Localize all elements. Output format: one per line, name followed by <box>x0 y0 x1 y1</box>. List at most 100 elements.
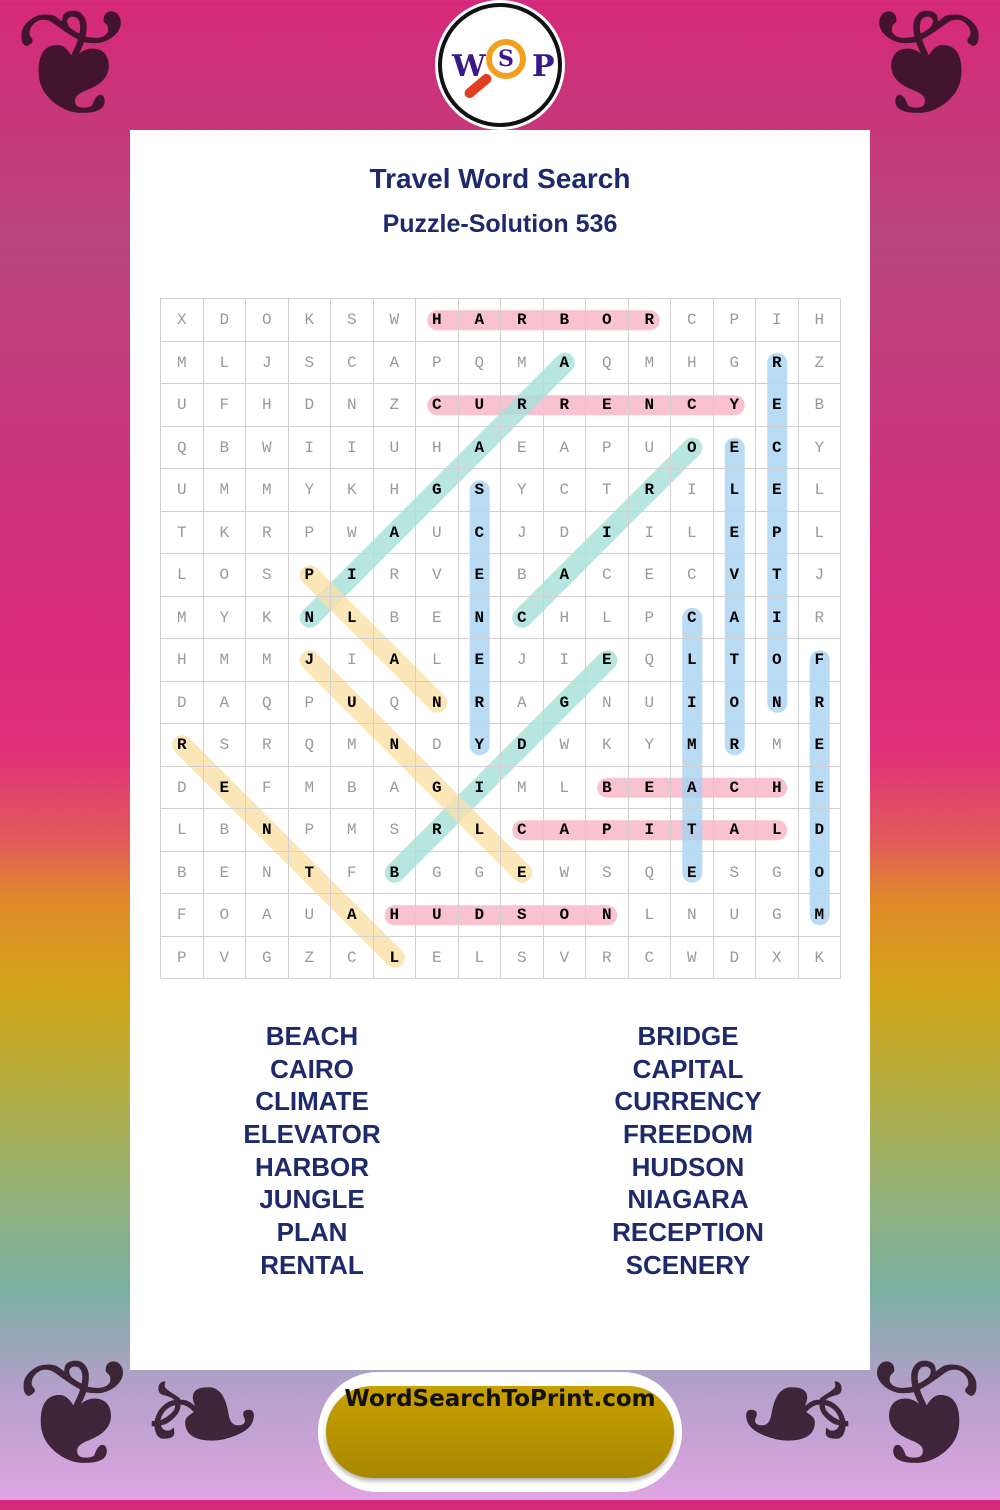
grid-cell[interactable]: E <box>203 766 246 809</box>
grid-cell[interactable]: O <box>798 851 841 894</box>
grid-cell[interactable]: H <box>756 766 799 809</box>
grid-cell[interactable]: E <box>501 426 544 469</box>
grid-cell[interactable]: O <box>756 639 799 682</box>
grid-cell[interactable]: K <box>798 936 841 979</box>
grid-cell[interactable]: K <box>288 299 331 342</box>
grid-cell[interactable]: P <box>756 511 799 554</box>
grid-cell[interactable]: Y <box>288 469 331 512</box>
grid-cell[interactable]: S <box>458 469 501 512</box>
grid-cell[interactable]: U <box>458 384 501 427</box>
grid-cell[interactable]: Q <box>161 426 204 469</box>
grid-cell[interactable]: P <box>288 511 331 554</box>
grid-cell[interactable]: I <box>756 299 799 342</box>
grid-cell[interactable]: B <box>373 851 416 894</box>
grid-cell[interactable]: B <box>203 426 246 469</box>
grid-cell[interactable]: K <box>246 596 289 639</box>
grid-cell[interactable]: N <box>628 384 671 427</box>
grid-cell[interactable]: O <box>586 299 629 342</box>
grid-cell[interactable]: A <box>543 341 586 384</box>
grid-cell[interactable]: D <box>543 511 586 554</box>
site-link[interactable]: WordSearchToPrint.com <box>326 1386 674 1478</box>
grid-cell[interactable]: R <box>501 299 544 342</box>
grid-cell[interactable]: L <box>586 596 629 639</box>
grid-cell[interactable]: R <box>373 554 416 597</box>
grid-cell[interactable]: P <box>288 554 331 597</box>
grid-cell[interactable]: G <box>416 469 459 512</box>
grid-cell[interactable]: G <box>756 894 799 937</box>
grid-cell[interactable]: C <box>458 511 501 554</box>
grid-cell[interactable]: M <box>288 766 331 809</box>
grid-cell[interactable]: P <box>586 426 629 469</box>
grid-cell[interactable]: H <box>798 299 841 342</box>
grid-cell[interactable]: A <box>713 596 756 639</box>
grid-cell[interactable]: R <box>416 809 459 852</box>
grid-cell[interactable]: J <box>501 511 544 554</box>
grid-cell[interactable]: H <box>671 341 714 384</box>
grid-cell[interactable]: H <box>161 639 204 682</box>
grid-cell[interactable]: R <box>798 596 841 639</box>
grid-cell[interactable]: L <box>543 766 586 809</box>
grid-cell[interactable]: C <box>671 596 714 639</box>
grid-cell[interactable]: Z <box>373 384 416 427</box>
grid-cell[interactable]: I <box>331 426 374 469</box>
grid-cell[interactable]: Y <box>458 724 501 767</box>
grid-cell[interactable]: Q <box>586 341 629 384</box>
grid-cell[interactable]: D <box>288 384 331 427</box>
grid-cell[interactable]: H <box>373 894 416 937</box>
grid-cell[interactable]: I <box>331 639 374 682</box>
grid-cell[interactable]: N <box>586 681 629 724</box>
grid-cell[interactable]: F <box>246 766 289 809</box>
grid-cell[interactable]: R <box>628 299 671 342</box>
grid-cell[interactable]: I <box>288 426 331 469</box>
grid-cell[interactable]: X <box>756 936 799 979</box>
grid-cell[interactable]: Q <box>628 639 671 682</box>
grid-cell[interactable]: D <box>416 724 459 767</box>
grid-cell[interactable]: U <box>161 469 204 512</box>
grid-cell[interactable]: A <box>373 639 416 682</box>
grid-cell[interactable]: M <box>203 639 246 682</box>
grid-cell[interactable]: R <box>543 384 586 427</box>
grid-cell[interactable]: J <box>501 639 544 682</box>
grid-cell[interactable]: J <box>798 554 841 597</box>
grid-cell[interactable]: A <box>458 426 501 469</box>
grid-cell[interactable]: A <box>543 426 586 469</box>
grid-cell[interactable]: U <box>288 894 331 937</box>
grid-cell[interactable]: K <box>586 724 629 767</box>
grid-cell[interactable]: G <box>416 766 459 809</box>
grid-cell[interactable]: C <box>671 554 714 597</box>
grid-cell[interactable]: H <box>416 426 459 469</box>
grid-cell[interactable]: I <box>458 766 501 809</box>
grid-cell[interactable]: M <box>203 469 246 512</box>
grid-cell[interactable]: M <box>161 596 204 639</box>
grid-cell[interactable]: E <box>713 426 756 469</box>
grid-cell[interactable]: R <box>628 469 671 512</box>
grid-cell[interactable]: B <box>203 809 246 852</box>
grid-cell[interactable]: D <box>501 724 544 767</box>
grid-cell[interactable]: B <box>586 766 629 809</box>
grid-cell[interactable]: R <box>798 681 841 724</box>
grid-cell[interactable]: M <box>756 724 799 767</box>
grid-cell[interactable]: R <box>246 511 289 554</box>
grid-cell[interactable]: R <box>713 724 756 767</box>
grid-cell[interactable]: P <box>628 596 671 639</box>
grid-cell[interactable]: E <box>798 766 841 809</box>
grid-cell[interactable]: C <box>671 384 714 427</box>
grid-cell[interactable]: S <box>713 851 756 894</box>
grid-cell[interactable]: P <box>288 809 331 852</box>
grid-cell[interactable]: D <box>161 766 204 809</box>
grid-cell[interactable]: L <box>671 639 714 682</box>
grid-cell[interactable]: A <box>713 809 756 852</box>
grid-cell[interactable]: E <box>416 596 459 639</box>
grid-cell[interactable]: M <box>331 724 374 767</box>
grid-cell[interactable]: A <box>373 341 416 384</box>
grid-cell[interactable]: E <box>798 724 841 767</box>
grid-cell[interactable]: I <box>671 681 714 724</box>
grid-cell[interactable]: S <box>501 936 544 979</box>
grid-cell[interactable]: G <box>713 341 756 384</box>
grid-cell[interactable]: V <box>543 936 586 979</box>
grid-cell[interactable]: Q <box>288 724 331 767</box>
grid-cell[interactable]: C <box>713 766 756 809</box>
grid-cell[interactable]: A <box>543 809 586 852</box>
grid-cell[interactable]: C <box>501 809 544 852</box>
grid-cell[interactable]: M <box>331 809 374 852</box>
